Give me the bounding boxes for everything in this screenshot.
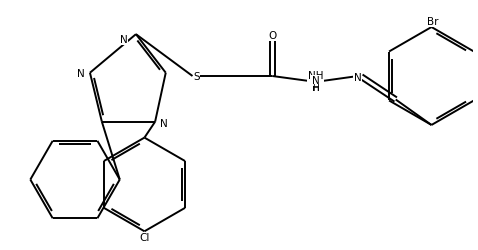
Text: N: N [120,35,128,45]
Text: NH
H: NH H [308,71,324,93]
Text: N: N [76,68,85,78]
Text: Br: Br [427,17,438,27]
Text: Cl: Cl [139,232,150,242]
Text: S: S [193,72,200,82]
Text: O: O [268,31,276,41]
Text: N: N [354,72,361,82]
Text: N: N [160,119,167,129]
Text: N: N [312,76,319,86]
Text: H: H [312,83,319,92]
